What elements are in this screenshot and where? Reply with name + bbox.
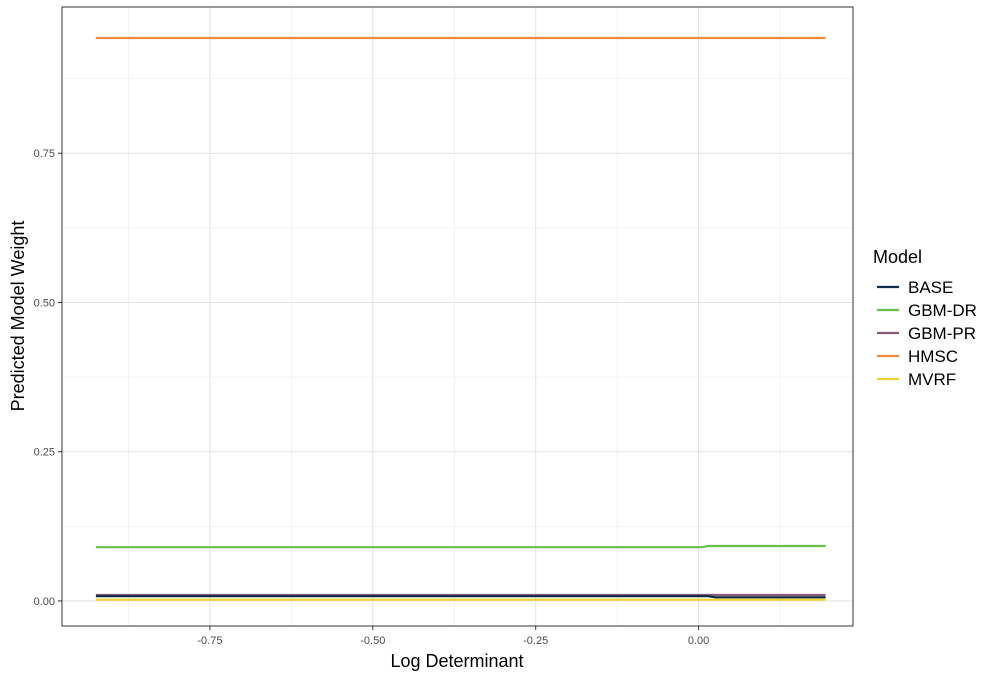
series-line-base: [95, 595, 826, 599]
x-axis-ticks: -0.75 -0.50 -0.25 0.00: [197, 626, 709, 647]
legend: Model BASE GBM-DR GBM-PR HMSC MVRF: [873, 247, 977, 389]
legend-items: BASE GBM-DR GBM-PR HMSC MVRF: [877, 278, 977, 389]
y-tick-label: 0.25: [34, 447, 55, 459]
series-line-gbm-dr: [95, 544, 826, 549]
major-gridlines: [62, 7, 853, 626]
y-axis-title: Predicted Model Weight: [8, 221, 28, 412]
panel-border: [61, 6, 854, 627]
legend-label-base: BASE: [908, 278, 953, 297]
legend-label-hmsc: HMSC: [908, 347, 958, 366]
x-tick-label: 0.00: [688, 635, 709, 647]
x-axis-title: Log Determinant: [390, 651, 523, 671]
series-lines: [95, 36, 826, 601]
y-tick-label: 0.00: [34, 596, 55, 608]
legend-label-gbm-pr: GBM-PR: [908, 324, 976, 343]
y-tick-label: 0.50: [34, 297, 55, 309]
x-tick-label: -0.50: [360, 635, 385, 647]
y-axis-ticks: 0.00 0.25 0.50 0.75: [34, 148, 62, 608]
legend-label-mvrf: MVRF: [908, 370, 956, 389]
minor-gridlines: [62, 7, 853, 626]
x-tick-label: -0.25: [523, 635, 548, 647]
y-tick-label: 0.75: [34, 148, 55, 160]
legend-title: Model: [873, 247, 922, 267]
x-tick-label: -0.75: [197, 635, 222, 647]
legend-label-gbm-dr: GBM-DR: [908, 301, 977, 320]
